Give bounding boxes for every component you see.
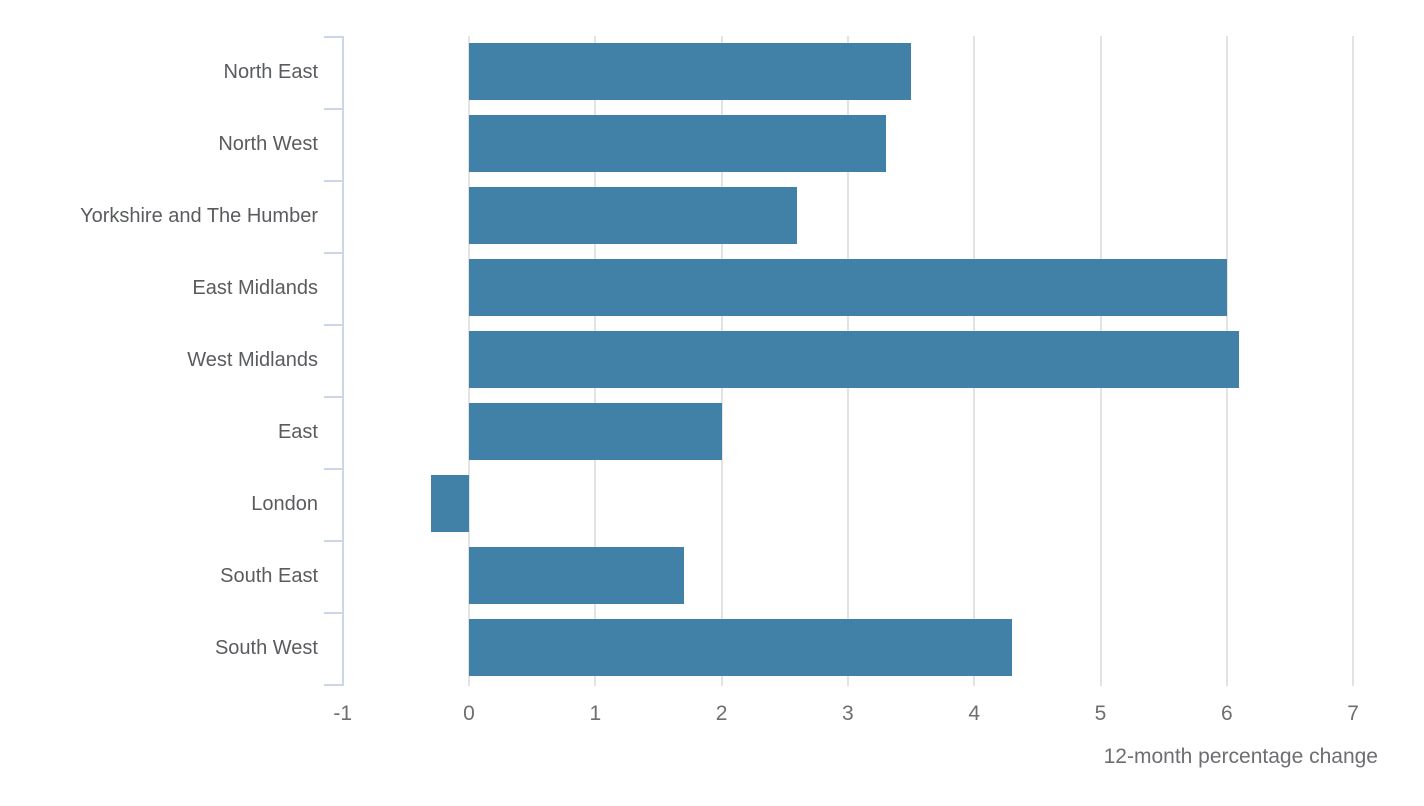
category-label-east: East [277,421,318,443]
category-label-north-east: North East [223,61,318,83]
x-tick-label-1: 1 [589,702,602,725]
y-axis-tick [323,180,342,182]
bar-east [469,403,722,460]
x-tick-label-0: 0 [463,702,475,725]
bar-west-midlands [469,331,1240,388]
category-label-north-west: North West [218,133,318,155]
gridline-7 [1352,36,1355,686]
y-axis-tick [323,612,342,614]
bar-london [431,475,469,532]
bar-north-east [469,43,912,100]
bar-east-midlands [469,259,1227,316]
y-axis-tick [323,36,342,38]
y-axis-tick [323,540,342,542]
x-tick-label--1: -1 [333,702,353,725]
category-label-south-west: South West [214,637,318,659]
category-label-east-midlands: East Midlands [192,277,318,299]
y-axis-tick [323,396,342,398]
x-tick-label-7: 7 [1347,702,1359,725]
y-axis-tick [323,108,342,110]
category-label-west-midlands: West Midlands [187,349,318,371]
y-axis-tick [323,252,342,254]
x-tick-label-3: 3 [842,702,854,725]
bar-south-east [469,547,684,604]
x-tick-label-4: 4 [968,702,981,725]
x-tick-label-5: 5 [1094,702,1107,725]
x-axis-title: 12-month percentage change [1103,745,1378,768]
x-tick-label-2: 2 [715,702,728,725]
y-axis-tick [323,324,342,326]
bar-south-west [469,619,1013,676]
category-label-yorkshire-and-the-humber: Yorkshire and The Humber [80,205,318,227]
y-axis-line [341,36,344,686]
y-axis-tick [323,684,342,686]
y-axis-tick [323,468,342,470]
bar-north-west [469,115,886,172]
bar-yorkshire-and-the-humber [469,187,798,244]
category-label-south-east: South East [220,565,318,587]
x-tick-label-6: 6 [1220,702,1233,725]
category-label-london: London [251,493,318,515]
